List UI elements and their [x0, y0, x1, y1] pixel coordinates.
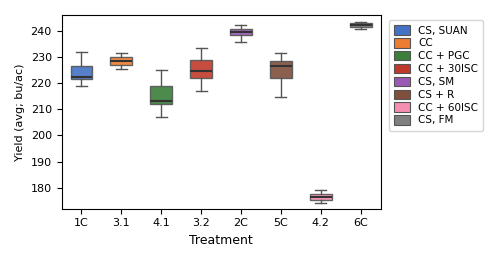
Y-axis label: Yield (avg; bu/ac): Yield (avg; bu/ac) — [15, 63, 25, 161]
PathPatch shape — [350, 23, 372, 27]
PathPatch shape — [110, 57, 132, 65]
X-axis label: Treatment: Treatment — [189, 234, 253, 247]
Legend: CS, SUAN, CC, CC + PGC, CC + 30ISC, CS, SM, CS + R, CC + 60ISC, CS, FM: CS, SUAN, CC, CC + PGC, CC + 30ISC, CS, … — [389, 20, 484, 131]
PathPatch shape — [310, 194, 332, 200]
PathPatch shape — [150, 86, 172, 104]
PathPatch shape — [70, 66, 92, 79]
PathPatch shape — [190, 59, 212, 78]
PathPatch shape — [230, 29, 252, 35]
PathPatch shape — [270, 61, 292, 78]
